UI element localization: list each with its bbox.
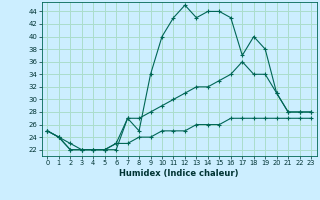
X-axis label: Humidex (Indice chaleur): Humidex (Indice chaleur) bbox=[119, 169, 239, 178]
